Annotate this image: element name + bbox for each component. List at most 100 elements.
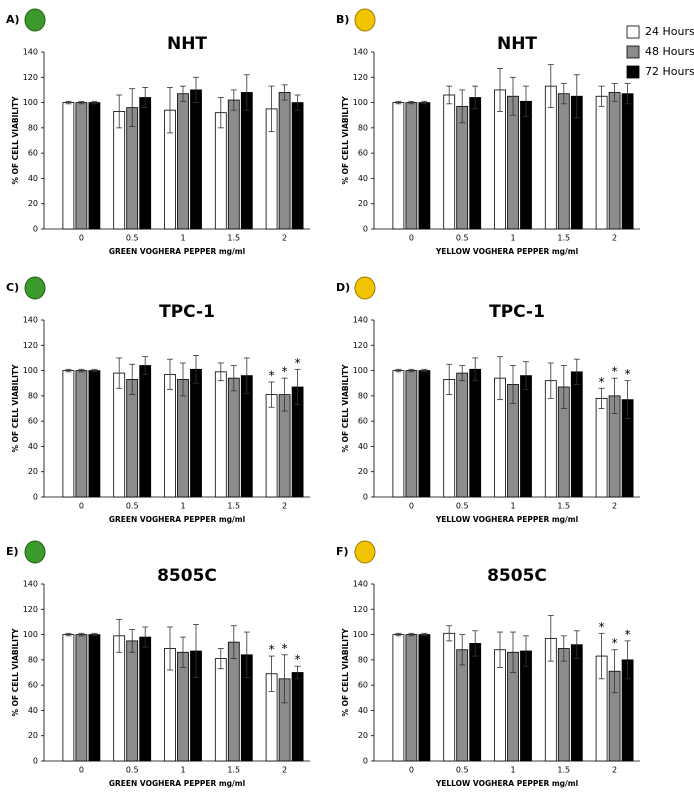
pepper-icons — [24, 8, 376, 564]
bar — [75, 370, 88, 498]
error-bar — [65, 368, 72, 373]
x-tick-label: 1 — [180, 502, 185, 511]
error-bar — [573, 630, 580, 659]
significance-marker: * — [625, 367, 631, 381]
error-bar — [459, 89, 466, 124]
bar — [75, 102, 88, 230]
bar — [557, 93, 570, 230]
error-bar — [446, 363, 453, 395]
bar — [88, 102, 101, 230]
x-tick-label: 2 — [282, 502, 287, 511]
x-tick-label: 0.5 — [126, 502, 139, 511]
error-bar — [243, 74, 250, 111]
x-tick-label: 1 — [180, 766, 185, 775]
bar — [621, 93, 634, 230]
legend-label: 48 Hours — [645, 45, 694, 58]
bar — [469, 368, 482, 498]
panel-label: D) — [336, 281, 350, 294]
y-tick-label: 120 — [353, 73, 368, 82]
y-tick-label: 20 — [358, 467, 368, 476]
bar — [456, 372, 469, 498]
error-bar — [116, 357, 123, 389]
bar — [113, 635, 126, 762]
bar — [164, 373, 176, 498]
bar — [62, 102, 75, 230]
panel-label: A) — [6, 13, 20, 26]
x-tick-label: 0.5 — [456, 234, 469, 243]
x-tick-label: 1 — [510, 502, 515, 511]
error-bar — [547, 362, 554, 399]
y-tick-label: 0 — [363, 757, 368, 766]
yellow-pepper-icon — [354, 540, 376, 564]
y-tick-label: 140 — [353, 48, 368, 57]
y-tick-label: 120 — [353, 341, 368, 350]
y-tick-label: 40 — [358, 174, 368, 183]
y-axis-label: % OF CELL VIABILITY — [11, 364, 20, 453]
y-tick-label: 100 — [23, 630, 38, 639]
bar — [62, 370, 75, 498]
bar — [507, 95, 519, 230]
error-bar — [446, 625, 453, 642]
error-bar — [180, 636, 186, 668]
error-bar — [497, 631, 503, 668]
bar — [570, 371, 583, 498]
panel-label: E) — [6, 545, 19, 558]
significance-marker: * — [612, 636, 618, 650]
significance-marker: * — [295, 356, 301, 370]
error-bar — [408, 632, 415, 637]
x-tick-label: 1.5 — [227, 234, 240, 243]
bar — [265, 394, 278, 498]
bar — [113, 111, 126, 230]
error-bar — [497, 356, 503, 401]
x-tick-label: 1.5 — [557, 502, 570, 511]
bar — [557, 648, 570, 762]
error-bar — [624, 380, 631, 420]
error-bar — [547, 64, 554, 109]
y-tick-label: 40 — [358, 706, 368, 715]
significance-marker: * — [282, 365, 288, 379]
y-tick-label: 80 — [28, 655, 38, 664]
bar — [291, 672, 304, 762]
significance-marker: * — [295, 653, 301, 667]
chart-title: TPC-1 — [159, 302, 215, 322]
bar — [177, 93, 189, 230]
legend-swatch — [626, 65, 640, 79]
bar — [75, 634, 88, 762]
bar — [126, 640, 139, 762]
error-bar — [142, 87, 149, 109]
bar — [227, 99, 240, 230]
bar — [88, 370, 101, 498]
yellow-pepper-icon — [354, 276, 376, 300]
bar — [443, 94, 456, 230]
bar — [139, 97, 152, 230]
error-bar — [459, 634, 466, 666]
x-tick-label: 0 — [79, 766, 84, 775]
bar — [227, 641, 240, 762]
y-tick-label: 140 — [23, 316, 38, 325]
error-bar — [281, 377, 288, 412]
bar — [392, 102, 405, 230]
bar — [113, 372, 126, 498]
x-tick-label: 0.5 — [126, 766, 139, 775]
error-bar — [243, 631, 250, 678]
x-tick-label: 1 — [510, 234, 515, 243]
error-bar — [294, 665, 301, 680]
green-pepper-icon — [24, 540, 46, 564]
y-axis-label: % OF CELL VIABILITY — [11, 96, 20, 185]
x-axis-label: GREEN VOGHERA PEPPER mg/ml — [109, 247, 245, 256]
y-axis-label: % OF CELL VIABILITY — [341, 628, 350, 717]
bar — [190, 89, 202, 230]
y-tick-label: 0 — [33, 493, 38, 502]
green-pepper-icon — [24, 276, 46, 300]
y-tick-label: 20 — [358, 731, 368, 740]
y-tick-label: 100 — [23, 366, 38, 375]
significance-marker: * — [599, 375, 605, 389]
panel-label: C) — [6, 281, 19, 294]
error-bar — [573, 74, 580, 119]
x-tick-label: 1.5 — [557, 766, 570, 775]
x-axis-label: GREEN VOGHERA PEPPER mg/ml — [109, 515, 245, 524]
bar — [418, 634, 431, 762]
significance-marker: * — [599, 620, 605, 634]
